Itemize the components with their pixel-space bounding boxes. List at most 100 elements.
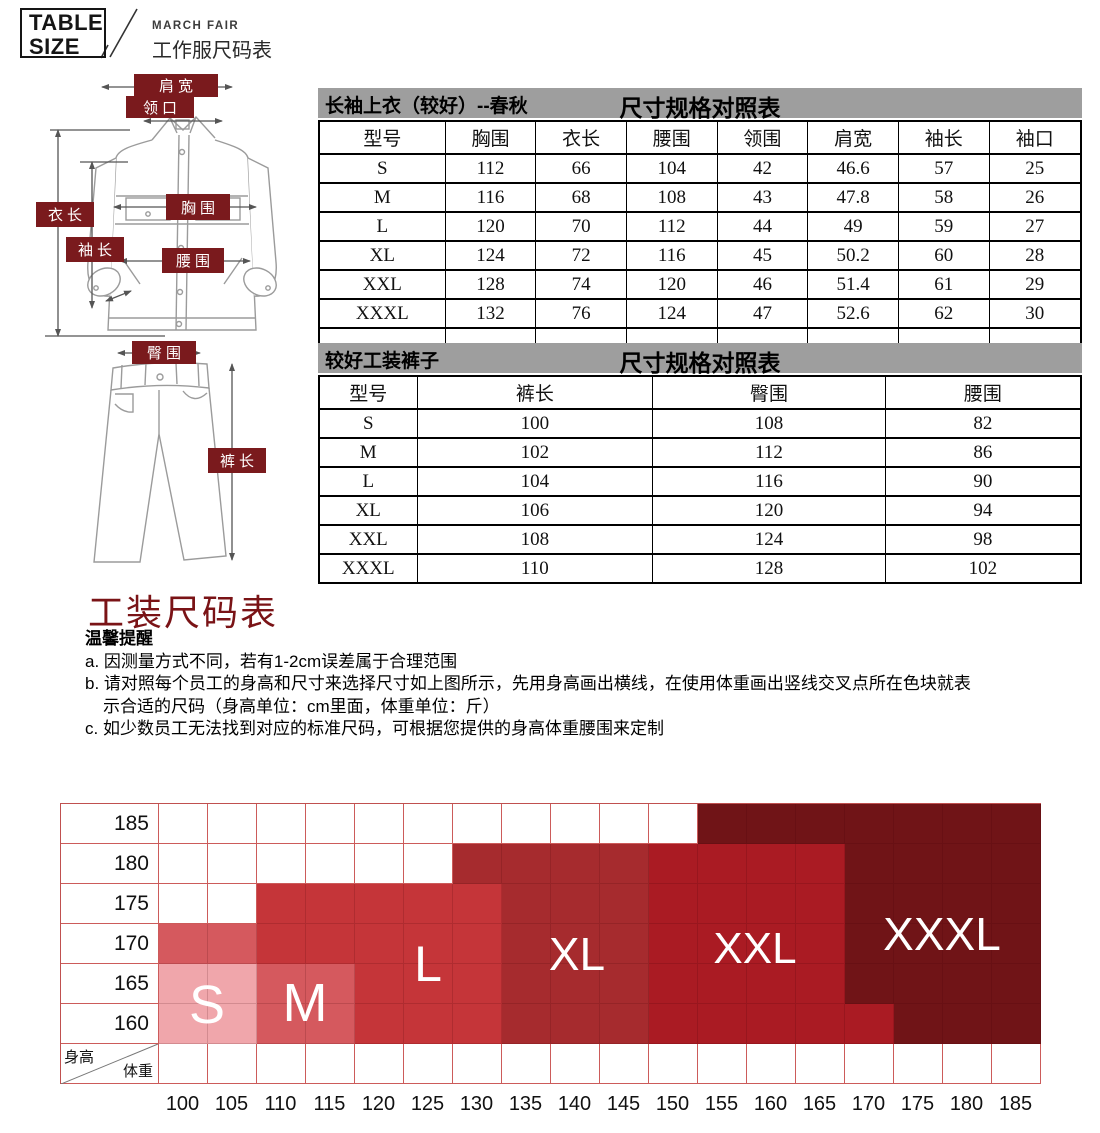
heatmap-cell	[257, 844, 306, 884]
heatmap-cell	[355, 1004, 404, 1044]
table-cell: 46.6	[807, 153, 899, 183]
heatmap-cell	[943, 884, 992, 924]
heatmap-cell	[992, 924, 1041, 964]
table-cell: 86	[884, 437, 1081, 467]
table-cell: 58	[897, 182, 990, 212]
heatmap-cell	[600, 1004, 649, 1044]
heatmap-cell	[502, 844, 551, 884]
table-cell: 76	[535, 298, 627, 328]
header-slash-icon	[100, 8, 138, 59]
table-cell: 51.4	[807, 269, 899, 299]
table-cell: 98	[884, 524, 1081, 554]
table-cell: 120	[444, 211, 536, 241]
x-axis-title: 体重	[122, 1063, 153, 1080]
column-header: 型号	[318, 120, 446, 154]
table-cell: 42	[716, 153, 808, 183]
heatmap-cell	[845, 964, 894, 1004]
heatmap-cell	[943, 924, 992, 964]
heatmap-cell	[600, 844, 649, 884]
heatmap-cell	[649, 1004, 698, 1044]
heatmap-cell	[257, 964, 306, 1004]
heatmap-cell	[894, 1044, 943, 1084]
heatmap-cell	[698, 924, 747, 964]
heatmap-cell	[943, 964, 992, 1004]
measure-arrows	[45, 84, 257, 561]
table-cell: 120	[625, 269, 718, 299]
weight-tick: 160	[753, 1093, 788, 1115]
height-axis-label: 175	[61, 884, 159, 924]
collar-label: 领口	[126, 96, 194, 118]
heatmap-cell	[992, 804, 1041, 844]
heatmap-cell	[796, 1044, 845, 1084]
note-item: b. 请对照每个员工的身高和尺寸来选择尺寸如上图所示，先用身高画出横线，在使用体…	[85, 674, 971, 693]
shoulder-width-label: 肩宽	[134, 74, 218, 97]
heatmap-cell	[208, 1004, 257, 1044]
heatmap-cell	[453, 924, 502, 964]
table-cell: 68	[535, 182, 627, 212]
weight-tick: 170	[851, 1093, 886, 1115]
weight-tick: 150	[655, 1093, 690, 1115]
jacket-table-title: 长袖上衣（较好）--春秋	[325, 96, 528, 117]
weight-tick: 120	[361, 1093, 396, 1115]
table-cell: 72	[535, 240, 627, 270]
table-cell: 28	[988, 240, 1081, 270]
heatmap-cell	[159, 1004, 208, 1044]
table-cell: XXL	[318, 269, 446, 299]
heatmap-cell	[845, 844, 894, 884]
table-cell: 30	[988, 298, 1081, 328]
weight-tick: 175	[900, 1093, 935, 1115]
table-cell: XXXL	[318, 553, 417, 583]
table-cell: 52.6	[807, 298, 899, 328]
table-cell: 116	[652, 466, 886, 496]
column-header: 胸围	[444, 120, 536, 154]
heatmap-cell	[992, 1004, 1041, 1044]
heatmap-cell	[306, 964, 355, 1004]
table-cell: 110	[416, 553, 653, 583]
heatmap-cell	[698, 1004, 747, 1044]
heatmap-cell	[306, 884, 355, 924]
heatmap-cell	[845, 924, 894, 964]
pants-size-table: 较好工装裤子 尺寸规格对照表 型号 裤长 臀围 腰围 S 100 108 82 M 102 112 8…	[318, 343, 1082, 584]
heatmap-cell	[453, 964, 502, 1004]
table-cell: 124	[444, 240, 536, 270]
table-cell: 108	[652, 408, 886, 438]
column-header: 裤长	[416, 375, 653, 409]
heatmap-cell	[159, 924, 208, 964]
heatmap-cell	[404, 844, 453, 884]
heatmap-cell	[355, 884, 404, 924]
heatmap-cell	[992, 884, 1041, 924]
table-cell: 94	[884, 495, 1081, 525]
table-cell: 82	[884, 408, 1081, 438]
table-cell: 102	[884, 553, 1081, 583]
pants-table-title: 较好工装裤子	[325, 351, 440, 372]
heatmap-cell	[159, 964, 208, 1004]
pants-size-grid: 型号 裤长 臀围 腰围 S 100 108 82 M 102 112 86 L 104 116 90 XL 106…	[318, 375, 1082, 584]
heatmap-cell	[208, 844, 257, 884]
heatmap-cell	[796, 924, 845, 964]
heatmap-cell	[943, 844, 992, 884]
heatmap-cell	[747, 924, 796, 964]
heatmap-cell	[845, 1044, 894, 1084]
heatmap-cell	[894, 884, 943, 924]
weight-tick: 105	[214, 1093, 249, 1115]
size-region-label-l: L	[414, 936, 442, 992]
table-cell: 47	[716, 298, 808, 328]
table-cell: XL	[318, 240, 446, 270]
heatmap-cell	[747, 884, 796, 924]
table-cell: 43	[716, 182, 808, 212]
notes: 温馨提醒 a. 因测量方式不同，若有1-2cm误差属于合理范围 b. 请对照每个员…	[85, 628, 971, 741]
note-item: 示合适的尺码（身高单位：cm里面，体重单位：斤）	[103, 696, 500, 716]
weight-tick: 145	[606, 1093, 641, 1115]
jacket-size-grid: 型号 胸围 衣长 腰围 领围 肩宽 袖长 袖口 S 112 66 104 42 46.6 57 25 M 116 6…	[318, 120, 1082, 351]
note-item: a. 因测量方式不同，若有1-2cm误差属于合理范围	[85, 651, 458, 671]
heatmap-cell	[306, 844, 355, 884]
heatmap-cell	[894, 844, 943, 884]
table-cell: 102	[416, 437, 653, 467]
heatmap-cell	[257, 1004, 306, 1044]
size-region-label-m: M	[282, 973, 328, 1033]
heatmap-cell	[551, 924, 600, 964]
heatmap-cell	[796, 804, 845, 844]
table-cell: 104	[416, 466, 653, 496]
heatmap-cell	[404, 964, 453, 1004]
heatmap-cell	[502, 924, 551, 964]
